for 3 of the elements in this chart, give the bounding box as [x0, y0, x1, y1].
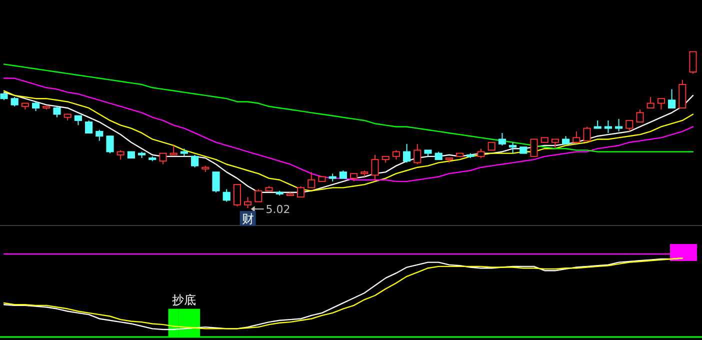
annotation: 抄底	[172, 292, 196, 307]
annotation: 5.02	[266, 203, 290, 216]
annotation: 财	[240, 211, 256, 226]
